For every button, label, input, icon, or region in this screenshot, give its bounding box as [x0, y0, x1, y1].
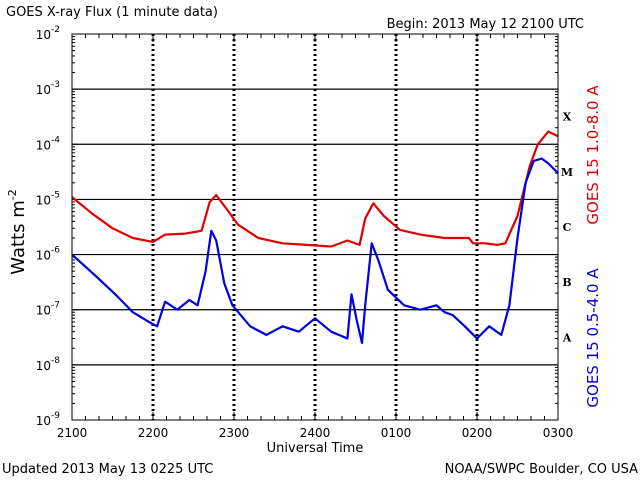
y-axis-title: Watts m-2	[6, 189, 29, 274]
x-tick-label: 0300	[543, 426, 574, 440]
series-line-long	[71, 130, 559, 248]
series-lines	[71, 130, 559, 344]
y-tick-label: 10-7	[36, 301, 60, 318]
y-tick-label: 10-5	[36, 190, 60, 207]
flare-class-B: B	[562, 276, 571, 289]
x-tick-label: 2300	[219, 426, 250, 440]
y-tick-label: 10-4	[36, 135, 61, 152]
credit-label: NOAA/SWPC Boulder, CO USA	[445, 462, 638, 477]
legend-long-channel: GOES 15 1.0-8.0 A	[584, 85, 602, 225]
flare-class-C: C	[563, 221, 572, 234]
updated-label: Updated 2013 May 13 0225 UTC	[2, 462, 213, 477]
legend-short-channel: GOES 15 0.5-4.0 A	[584, 268, 602, 408]
x-tick-label: 0100	[381, 426, 412, 440]
x-axis-label: Universal Time	[267, 441, 364, 456]
y-axis-label: Watts m	[8, 200, 29, 274]
y-tick-label: 10-8	[36, 356, 61, 373]
x-tick-labels: 2100 2200 2300 2400 0100 0200 0300	[57, 426, 574, 440]
y-axis-label-superscript: -2	[6, 189, 19, 200]
y-tick-labels: 10-9 10-8 10-7 10-6 10-5 10-4 10-3 10-2	[36, 25, 558, 428]
series-line-short	[71, 157, 559, 344]
flare-class-A: A	[562, 331, 572, 344]
x-tick-marks	[71, 34, 559, 420]
y-tick-label: 10-3	[36, 80, 60, 97]
y-tick-label: 10-2	[36, 25, 60, 42]
y-tick-label: 10-9	[36, 411, 61, 428]
x-tick-label: 2400	[300, 426, 331, 440]
begin-label: Begin: 2013 May 12 2100 UTC	[387, 17, 584, 32]
plot-frame	[71, 33, 559, 421]
y-tick-label: 10-6	[36, 246, 61, 263]
flare-class-labels: A B C M X	[561, 111, 573, 345]
x-tick-label: 0200	[462, 426, 493, 440]
svg-text:Watts m-2: Watts m-2	[6, 189, 29, 274]
chart-title: GOES X-ray Flux (1 minute data)	[6, 5, 218, 20]
flare-class-M: M	[561, 166, 573, 179]
x-tick-label: 2200	[138, 426, 169, 440]
flare-class-X: X	[563, 111, 572, 124]
x-tick-label: 2100	[57, 426, 88, 440]
